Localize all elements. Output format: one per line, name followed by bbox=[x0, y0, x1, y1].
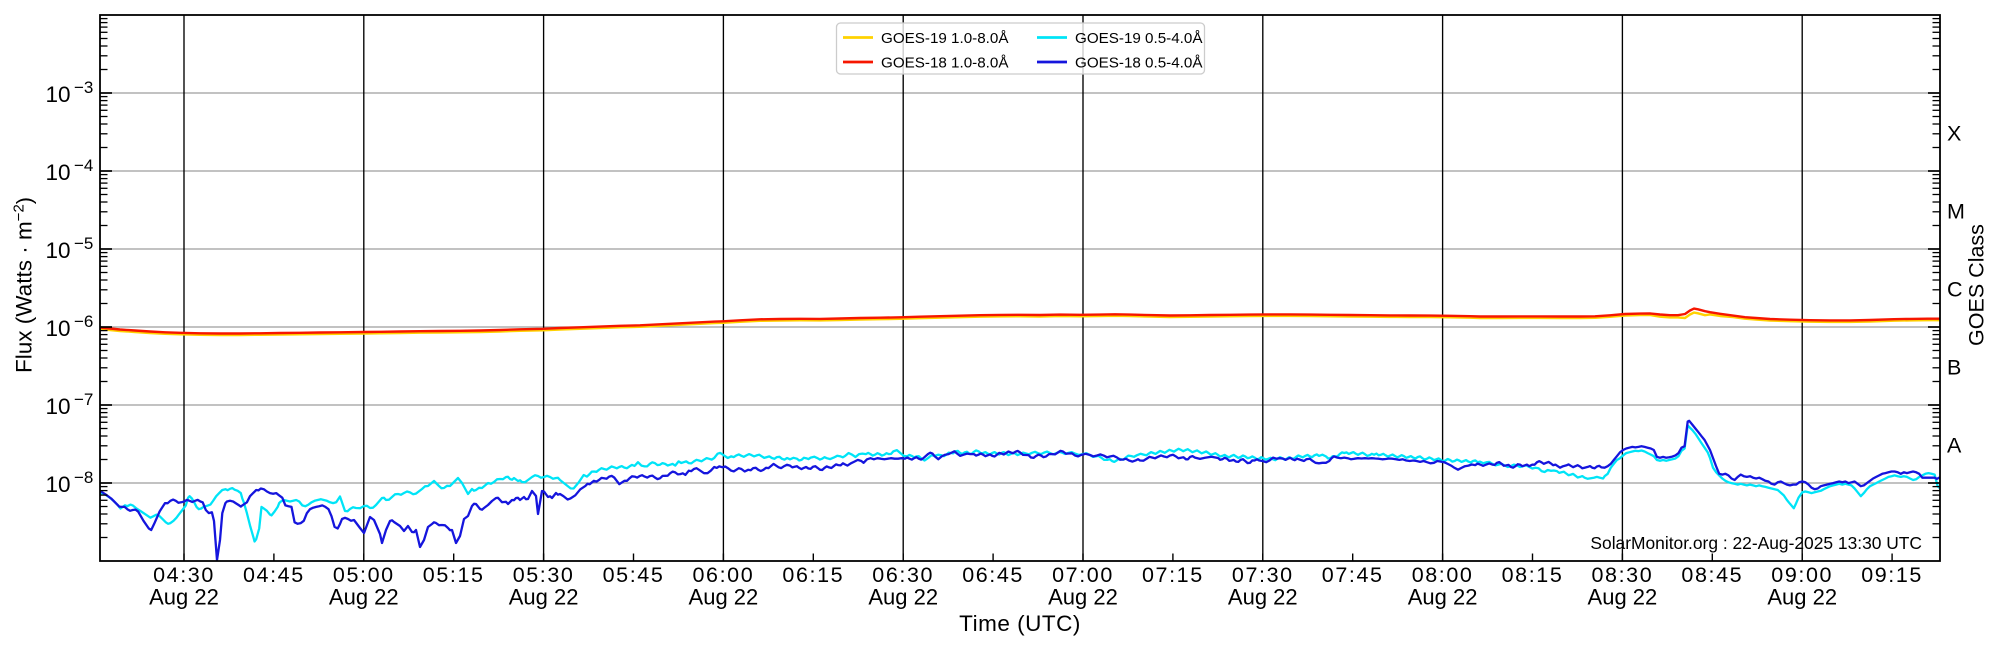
svg-text:B: B bbox=[1947, 356, 1961, 380]
svg-text:05:15: 05:15 bbox=[423, 563, 485, 587]
svg-text:10: 10 bbox=[46, 394, 71, 419]
svg-text:Time (UTC): Time (UTC) bbox=[959, 611, 1081, 636]
svg-text:09:15: 09:15 bbox=[1861, 563, 1923, 587]
svg-text:−5: −5 bbox=[74, 234, 93, 253]
svg-text:10: 10 bbox=[46, 82, 71, 107]
svg-text:−6: −6 bbox=[74, 312, 93, 331]
svg-text:GOES-19 1.0-8.0Å: GOES-19 1.0-8.0Å bbox=[881, 30, 1009, 47]
svg-text:Flux (Watts · m−2): Flux (Watts · m−2) bbox=[11, 197, 37, 373]
svg-text:−7: −7 bbox=[74, 390, 93, 409]
svg-text:08:00: 08:00 bbox=[1412, 563, 1474, 587]
svg-text:Aug 22: Aug 22 bbox=[1588, 585, 1658, 610]
svg-text:04:45: 04:45 bbox=[243, 563, 305, 587]
svg-text:10: 10 bbox=[46, 160, 71, 185]
svg-text:Aug 22: Aug 22 bbox=[1408, 585, 1478, 610]
svg-text:Aug 22: Aug 22 bbox=[1767, 585, 1837, 610]
svg-text:Aug 22: Aug 22 bbox=[509, 585, 579, 610]
svg-text:SolarMonitor.org : 22-Aug-2025: SolarMonitor.org : 22-Aug-2025 13:30 UTC bbox=[1590, 533, 1922, 553]
svg-text:09:00: 09:00 bbox=[1771, 563, 1833, 587]
svg-text:Aug 22: Aug 22 bbox=[689, 585, 759, 610]
svg-text:GOES-18 0.5-4.0Å: GOES-18 0.5-4.0Å bbox=[1075, 55, 1203, 72]
svg-text:07:30: 07:30 bbox=[1232, 563, 1294, 587]
svg-text:A: A bbox=[1947, 434, 1962, 458]
svg-text:07:15: 07:15 bbox=[1142, 563, 1204, 587]
svg-text:04:30: 04:30 bbox=[153, 563, 215, 587]
svg-text:05:45: 05:45 bbox=[603, 563, 665, 587]
svg-text:X: X bbox=[1947, 122, 1961, 146]
svg-text:M: M bbox=[1947, 200, 1965, 224]
svg-text:10: 10 bbox=[46, 316, 71, 341]
svg-text:GOES-18 1.0-8.0Å: GOES-18 1.0-8.0Å bbox=[881, 55, 1009, 72]
svg-text:GOES Class: GOES Class bbox=[1965, 224, 1989, 346]
svg-text:07:45: 07:45 bbox=[1322, 563, 1384, 587]
svg-text:Aug 22: Aug 22 bbox=[868, 585, 938, 610]
svg-text:Aug 22: Aug 22 bbox=[1048, 585, 1118, 610]
svg-text:−4: −4 bbox=[74, 156, 93, 175]
svg-text:−8: −8 bbox=[74, 468, 93, 487]
svg-text:08:15: 08:15 bbox=[1502, 563, 1564, 587]
svg-text:C: C bbox=[1947, 278, 1963, 302]
svg-text:07:00: 07:00 bbox=[1052, 563, 1114, 587]
svg-text:10: 10 bbox=[46, 238, 71, 263]
svg-text:06:45: 06:45 bbox=[962, 563, 1024, 587]
svg-text:08:30: 08:30 bbox=[1591, 563, 1653, 587]
svg-text:06:15: 06:15 bbox=[782, 563, 844, 587]
svg-text:GOES-19 0.5-4.0Å: GOES-19 0.5-4.0Å bbox=[1075, 30, 1203, 47]
svg-text:06:30: 06:30 bbox=[872, 563, 934, 587]
svg-text:06:00: 06:00 bbox=[692, 563, 754, 587]
svg-text:−3: −3 bbox=[74, 78, 93, 97]
svg-text:Aug 22: Aug 22 bbox=[149, 585, 219, 610]
svg-text:10: 10 bbox=[46, 472, 71, 497]
svg-text:08:45: 08:45 bbox=[1681, 563, 1743, 587]
svg-text:Aug 22: Aug 22 bbox=[329, 585, 399, 610]
svg-text:05:30: 05:30 bbox=[513, 563, 575, 587]
svg-text:Aug 22: Aug 22 bbox=[1228, 585, 1298, 610]
svg-text:05:00: 05:00 bbox=[333, 563, 395, 587]
